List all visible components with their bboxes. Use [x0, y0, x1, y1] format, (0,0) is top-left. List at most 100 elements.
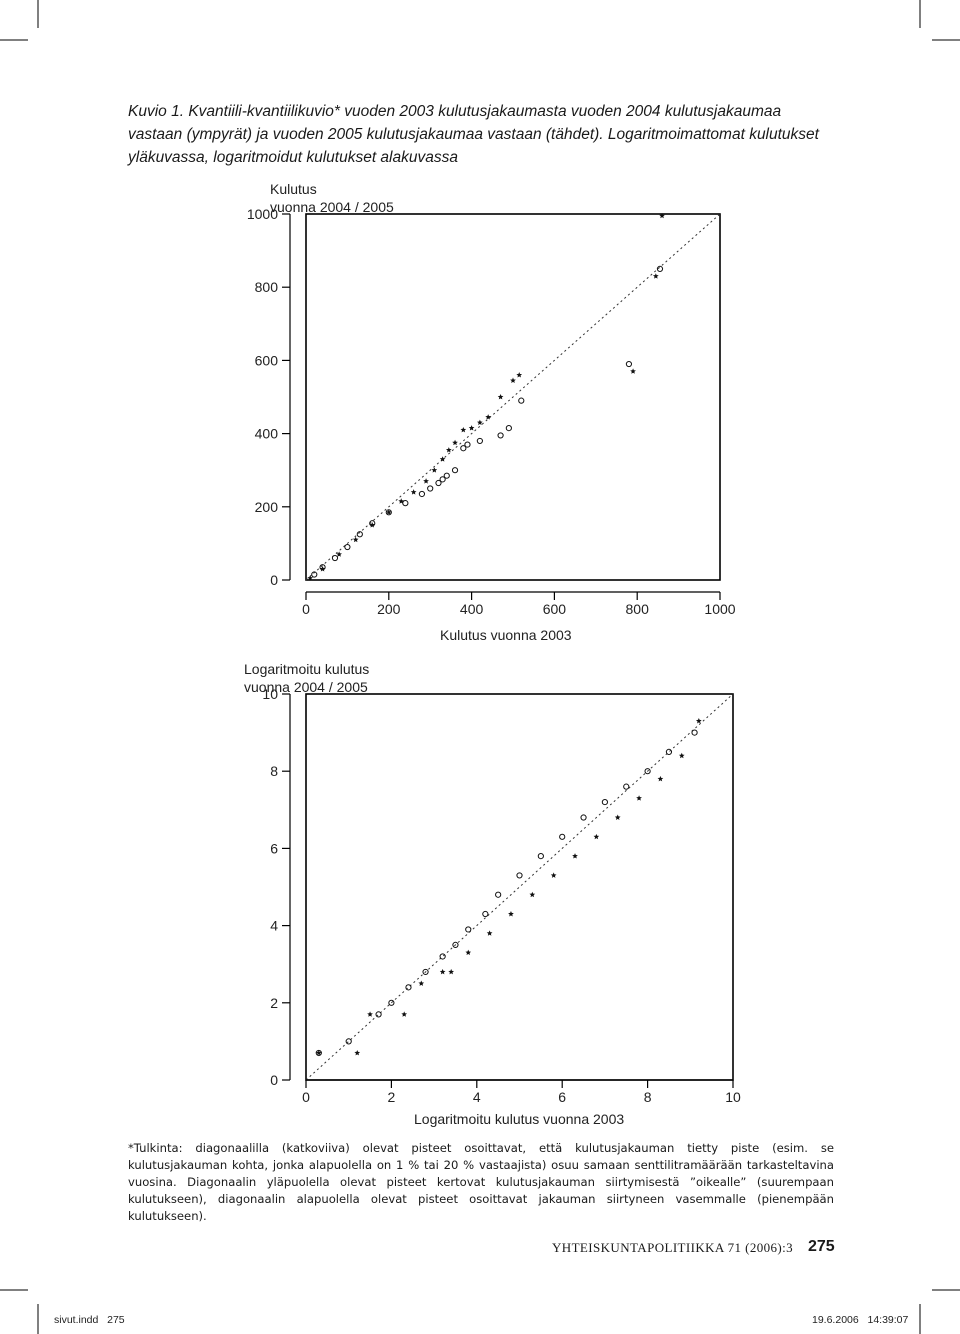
star-point	[439, 968, 446, 975]
top-plot-ylabel: Kulutus vuonna 2004 / 2005	[270, 180, 394, 216]
caption-label: Kuvio 1.	[128, 103, 185, 120]
circle-point	[435, 479, 442, 487]
y-tick-label: 4	[270, 918, 278, 934]
x-tick-label: 4	[473, 1089, 481, 1105]
x-tick-label: 8	[644, 1089, 652, 1105]
star-point	[497, 394, 504, 400]
x-tick-label: 400	[460, 601, 484, 617]
star-point	[550, 872, 557, 878]
star-point	[336, 551, 342, 557]
y-tick-label: 400	[255, 426, 279, 442]
star-point	[307, 575, 313, 581]
circle-point	[559, 833, 566, 840]
circle-point	[418, 490, 426, 498]
star-point	[657, 775, 664, 782]
star-point	[448, 968, 455, 975]
star-point	[401, 1011, 408, 1017]
top-ylabel-line1: Kulutus	[270, 181, 317, 197]
y-tick-label: 10	[262, 686, 278, 702]
star-point	[659, 212, 665, 219]
bottom-ylabel-line1: Logaritmoitu kulutus	[244, 661, 370, 677]
star-point	[418, 980, 425, 986]
star-point	[465, 949, 472, 956]
circle-point	[439, 476, 446, 483]
top-plot-xlabel: Kulutus vuonna 2003	[440, 627, 572, 643]
circle-point	[452, 941, 459, 949]
footnote: *Tulkinta: diagonaalilla (katkoviiva) ol…	[128, 1141, 834, 1223]
circle-point	[388, 999, 395, 1006]
top-ylabel-line2: vuonna 2004 / 2005	[270, 199, 394, 215]
caption-text: Kvantiili-kvantiilikuvio* vuoden 2003 ku…	[128, 103, 819, 166]
x-tick-label: 0	[302, 1089, 310, 1105]
slug-time: 14:39:07	[867, 1314, 909, 1326]
y-tick-label: 2	[270, 995, 278, 1011]
circle-point	[405, 984, 412, 991]
circle-point	[311, 571, 318, 578]
circle-point	[623, 783, 630, 790]
y-tick-label: 600	[255, 352, 279, 368]
star-point	[319, 566, 326, 572]
bottom-plot-xlabel: Logaritmoitu kulutus vuonna 2003	[414, 1111, 625, 1127]
circle-point	[460, 445, 467, 452]
figure-caption: Kuvio 1. Kvantiili-kvantiilikuvio* vuode…	[128, 100, 834, 169]
star-point	[445, 447, 452, 453]
star-point	[485, 414, 492, 420]
circle-point	[427, 485, 434, 492]
star-point	[510, 377, 516, 383]
circle-point	[439, 953, 446, 960]
star-point	[460, 426, 467, 433]
plot-frame	[305, 213, 721, 581]
slug-filename: sivut.indd	[54, 1314, 99, 1326]
circle-point	[691, 729, 698, 736]
circle-point	[505, 425, 512, 432]
page-number: 275	[808, 1238, 835, 1255]
circle-point	[443, 472, 450, 479]
star-point	[431, 467, 438, 473]
star-point	[529, 891, 536, 898]
circle-point	[356, 531, 363, 538]
star-point	[630, 368, 636, 374]
star-point	[410, 489, 417, 495]
circle-point	[482, 910, 489, 918]
x-tick-label: 1000	[704, 601, 735, 617]
star-point	[636, 795, 642, 801]
star-point	[452, 439, 458, 446]
circle-point	[465, 926, 472, 933]
star-point	[508, 911, 514, 917]
y-tick-label: 1000	[247, 206, 278, 222]
circle-point	[518, 397, 525, 404]
y-tick-label: 6	[270, 840, 278, 856]
x-tick-label: 10	[725, 1089, 741, 1105]
slug-timestamp: 19.6.2006 14:39:07	[812, 1314, 908, 1326]
star-point	[486, 930, 493, 936]
x-tick-label: 800	[626, 601, 650, 617]
y-tick-label: 8	[270, 763, 278, 779]
diagonal-reference-line	[305, 693, 734, 1081]
x-tick-label: 0	[302, 601, 310, 617]
circle-point	[516, 872, 523, 879]
x-tick-label: 600	[543, 601, 567, 617]
star-point	[352, 536, 359, 543]
x-tick-label: 2	[388, 1089, 396, 1105]
star-point	[398, 498, 405, 504]
circle-point	[665, 748, 673, 756]
circle-point	[464, 441, 471, 448]
circle-point	[601, 798, 609, 806]
bottom-plot-ylabel: Logaritmoitu kulutus vuonna 2004 / 2005	[244, 660, 369, 696]
y-tick-label: 0	[270, 1072, 278, 1088]
circle-point	[644, 768, 651, 775]
journal-footer: YHTEISKUNTAPOLITIIKKA 71 (2006):3	[552, 1240, 794, 1255]
circle-point	[344, 543, 351, 551]
star-point	[695, 718, 702, 724]
slug-file: sivut.indd 275	[54, 1314, 125, 1326]
star-point	[477, 419, 483, 426]
slug-date: 19.6.2006	[812, 1314, 859, 1326]
star-point	[652, 273, 659, 279]
star-point	[423, 478, 429, 484]
x-tick-label: 200	[377, 601, 401, 617]
star-point	[593, 833, 600, 840]
circle-point	[625, 360, 633, 368]
